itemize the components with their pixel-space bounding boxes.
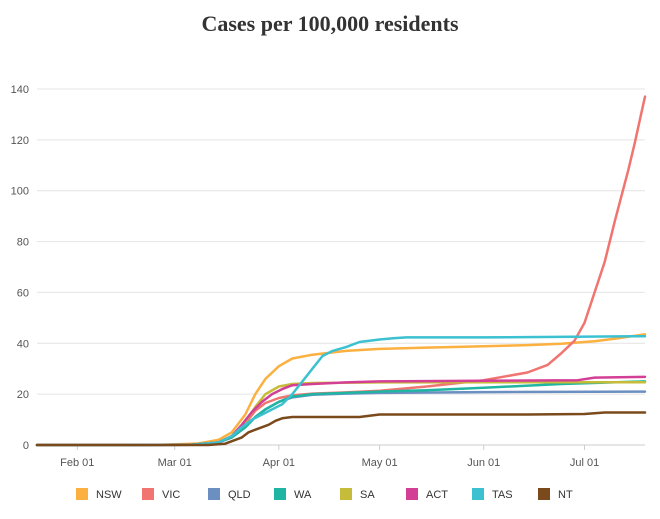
legend-swatch-wa bbox=[274, 488, 286, 500]
legend-label-vic: VIC bbox=[162, 489, 180, 501]
y-tick-label: 40 bbox=[17, 338, 29, 350]
legend: NSW VIC QLD WA SA ACT TAS NT bbox=[76, 488, 573, 501]
legend-swatch-vic bbox=[142, 488, 154, 500]
x-tick-label: Jun 01 bbox=[467, 457, 500, 469]
x-tick-label: Feb 01 bbox=[60, 457, 94, 469]
legend-swatch-nsw bbox=[76, 488, 88, 500]
legend-label-sa: SA bbox=[360, 489, 375, 501]
y-axis-ticks: 0 20 40 60 80 100 120 140 bbox=[11, 84, 29, 452]
legend-swatch-act bbox=[406, 488, 418, 500]
x-axis-ticks: Feb 01 Mar 01 Apr 01 May 01 Jun 01 Jul 01 bbox=[60, 445, 599, 469]
x-tick-label: Apr 01 bbox=[263, 457, 295, 469]
x-tick-label: Mar 01 bbox=[158, 457, 192, 469]
y-tick-label: 60 bbox=[17, 287, 29, 299]
y-tick-label: 100 bbox=[11, 186, 29, 198]
y-tick-label: 120 bbox=[11, 135, 29, 147]
series-line-qld bbox=[35, 390, 647, 447]
y-tick-label: 0 bbox=[23, 440, 29, 452]
y-tick-label: 20 bbox=[17, 389, 29, 401]
series-line-tas bbox=[35, 334, 647, 447]
x-tick-label: May 01 bbox=[362, 457, 398, 469]
series-line-nsw bbox=[35, 333, 647, 447]
chart-title: Cases per 100,000 residents bbox=[201, 11, 459, 36]
gridlines bbox=[37, 88, 645, 446]
legend-label-qld: QLD bbox=[228, 489, 251, 501]
legend-label-tas: TAS bbox=[492, 489, 513, 501]
y-tick-label: 80 bbox=[17, 237, 29, 249]
legend-swatch-tas bbox=[472, 488, 484, 500]
legend-label-wa: WA bbox=[294, 489, 312, 501]
legend-label-act: ACT bbox=[426, 489, 448, 501]
y-tick-label: 140 bbox=[11, 84, 29, 96]
legend-label-nsw: NSW bbox=[96, 489, 122, 501]
series-lines bbox=[35, 95, 647, 447]
legend-swatch-nt bbox=[538, 488, 550, 500]
x-tick-label: Jul 01 bbox=[570, 457, 599, 469]
legend-swatch-sa bbox=[340, 488, 352, 500]
series-line-nt bbox=[35, 411, 647, 447]
legend-label-nt: NT bbox=[558, 489, 573, 501]
legend-swatch-qld bbox=[208, 488, 220, 500]
series-line-act bbox=[35, 375, 647, 447]
